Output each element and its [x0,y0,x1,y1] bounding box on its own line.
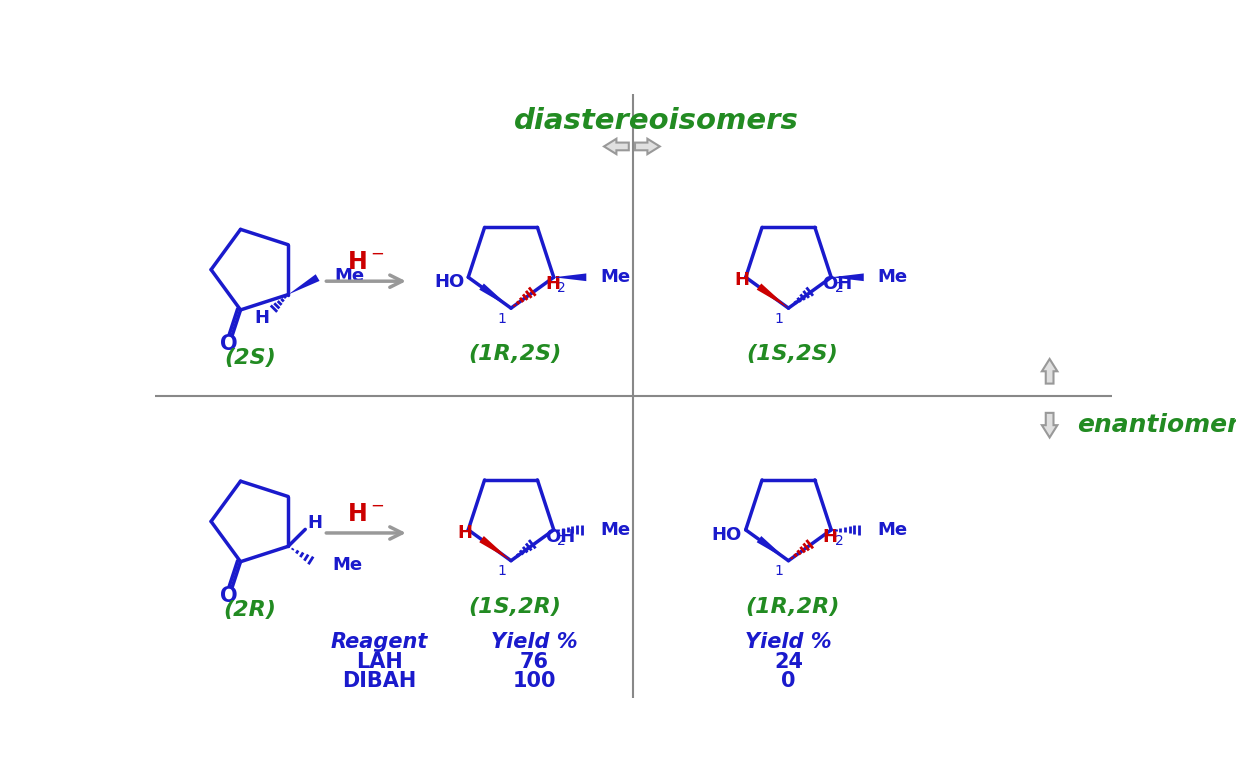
Text: Reagent: Reagent [330,633,428,652]
Text: DIBAH: DIBAH [342,671,417,691]
Polygon shape [1042,359,1057,383]
Text: Me: Me [601,521,630,539]
Text: HO: HO [712,525,742,543]
Text: (1S,2S): (1S,2S) [747,344,838,365]
Text: (2S): (2S) [224,348,276,368]
Text: H: H [822,528,838,546]
Text: Me: Me [878,268,907,286]
Text: 1: 1 [497,564,506,579]
Text: 2: 2 [557,281,566,295]
Text: 100: 100 [513,671,556,691]
Text: 2: 2 [557,534,566,547]
Polygon shape [1042,413,1057,437]
Text: 24: 24 [774,652,803,673]
Text: 1: 1 [775,564,784,579]
Text: Me: Me [335,267,365,285]
Text: H: H [457,524,472,542]
Text: 1: 1 [775,312,784,326]
Text: H: H [545,275,560,293]
Text: O: O [220,586,239,606]
Polygon shape [480,536,510,561]
Polygon shape [756,284,789,308]
Text: O: O [220,334,239,354]
Polygon shape [554,274,586,281]
Text: Me: Me [601,268,630,286]
Text: H$^-$: H$^-$ [347,502,384,526]
Text: LAH: LAH [356,652,403,673]
Text: Me: Me [878,521,907,539]
Text: H: H [307,514,323,532]
Text: HO: HO [434,273,465,291]
Text: (1R,2S): (1R,2S) [468,344,561,365]
Text: Me: Me [332,556,362,574]
Text: diastereoisomers: diastereoisomers [514,107,800,135]
Text: 1: 1 [497,312,506,326]
Text: H: H [734,271,750,289]
Polygon shape [480,284,510,308]
Polygon shape [635,139,660,154]
Text: enantiomers: enantiomers [1077,413,1236,437]
Text: 2: 2 [834,534,843,547]
Text: 2: 2 [834,281,843,295]
Polygon shape [288,274,320,295]
Text: H$^-$: H$^-$ [347,250,384,274]
Polygon shape [756,536,789,561]
Text: 0: 0 [781,671,796,691]
Text: (1R,2R): (1R,2R) [745,597,839,617]
Text: 76: 76 [520,652,549,673]
Polygon shape [604,139,629,154]
Text: OH: OH [822,275,853,293]
Polygon shape [831,274,864,281]
Text: OH: OH [545,528,575,546]
Text: Yield %: Yield % [745,633,832,652]
Text: Yield %: Yield % [491,633,577,652]
Text: (2R): (2R) [224,600,277,620]
Text: H: H [255,309,269,327]
Text: (1S,2R): (1S,2R) [468,597,561,617]
